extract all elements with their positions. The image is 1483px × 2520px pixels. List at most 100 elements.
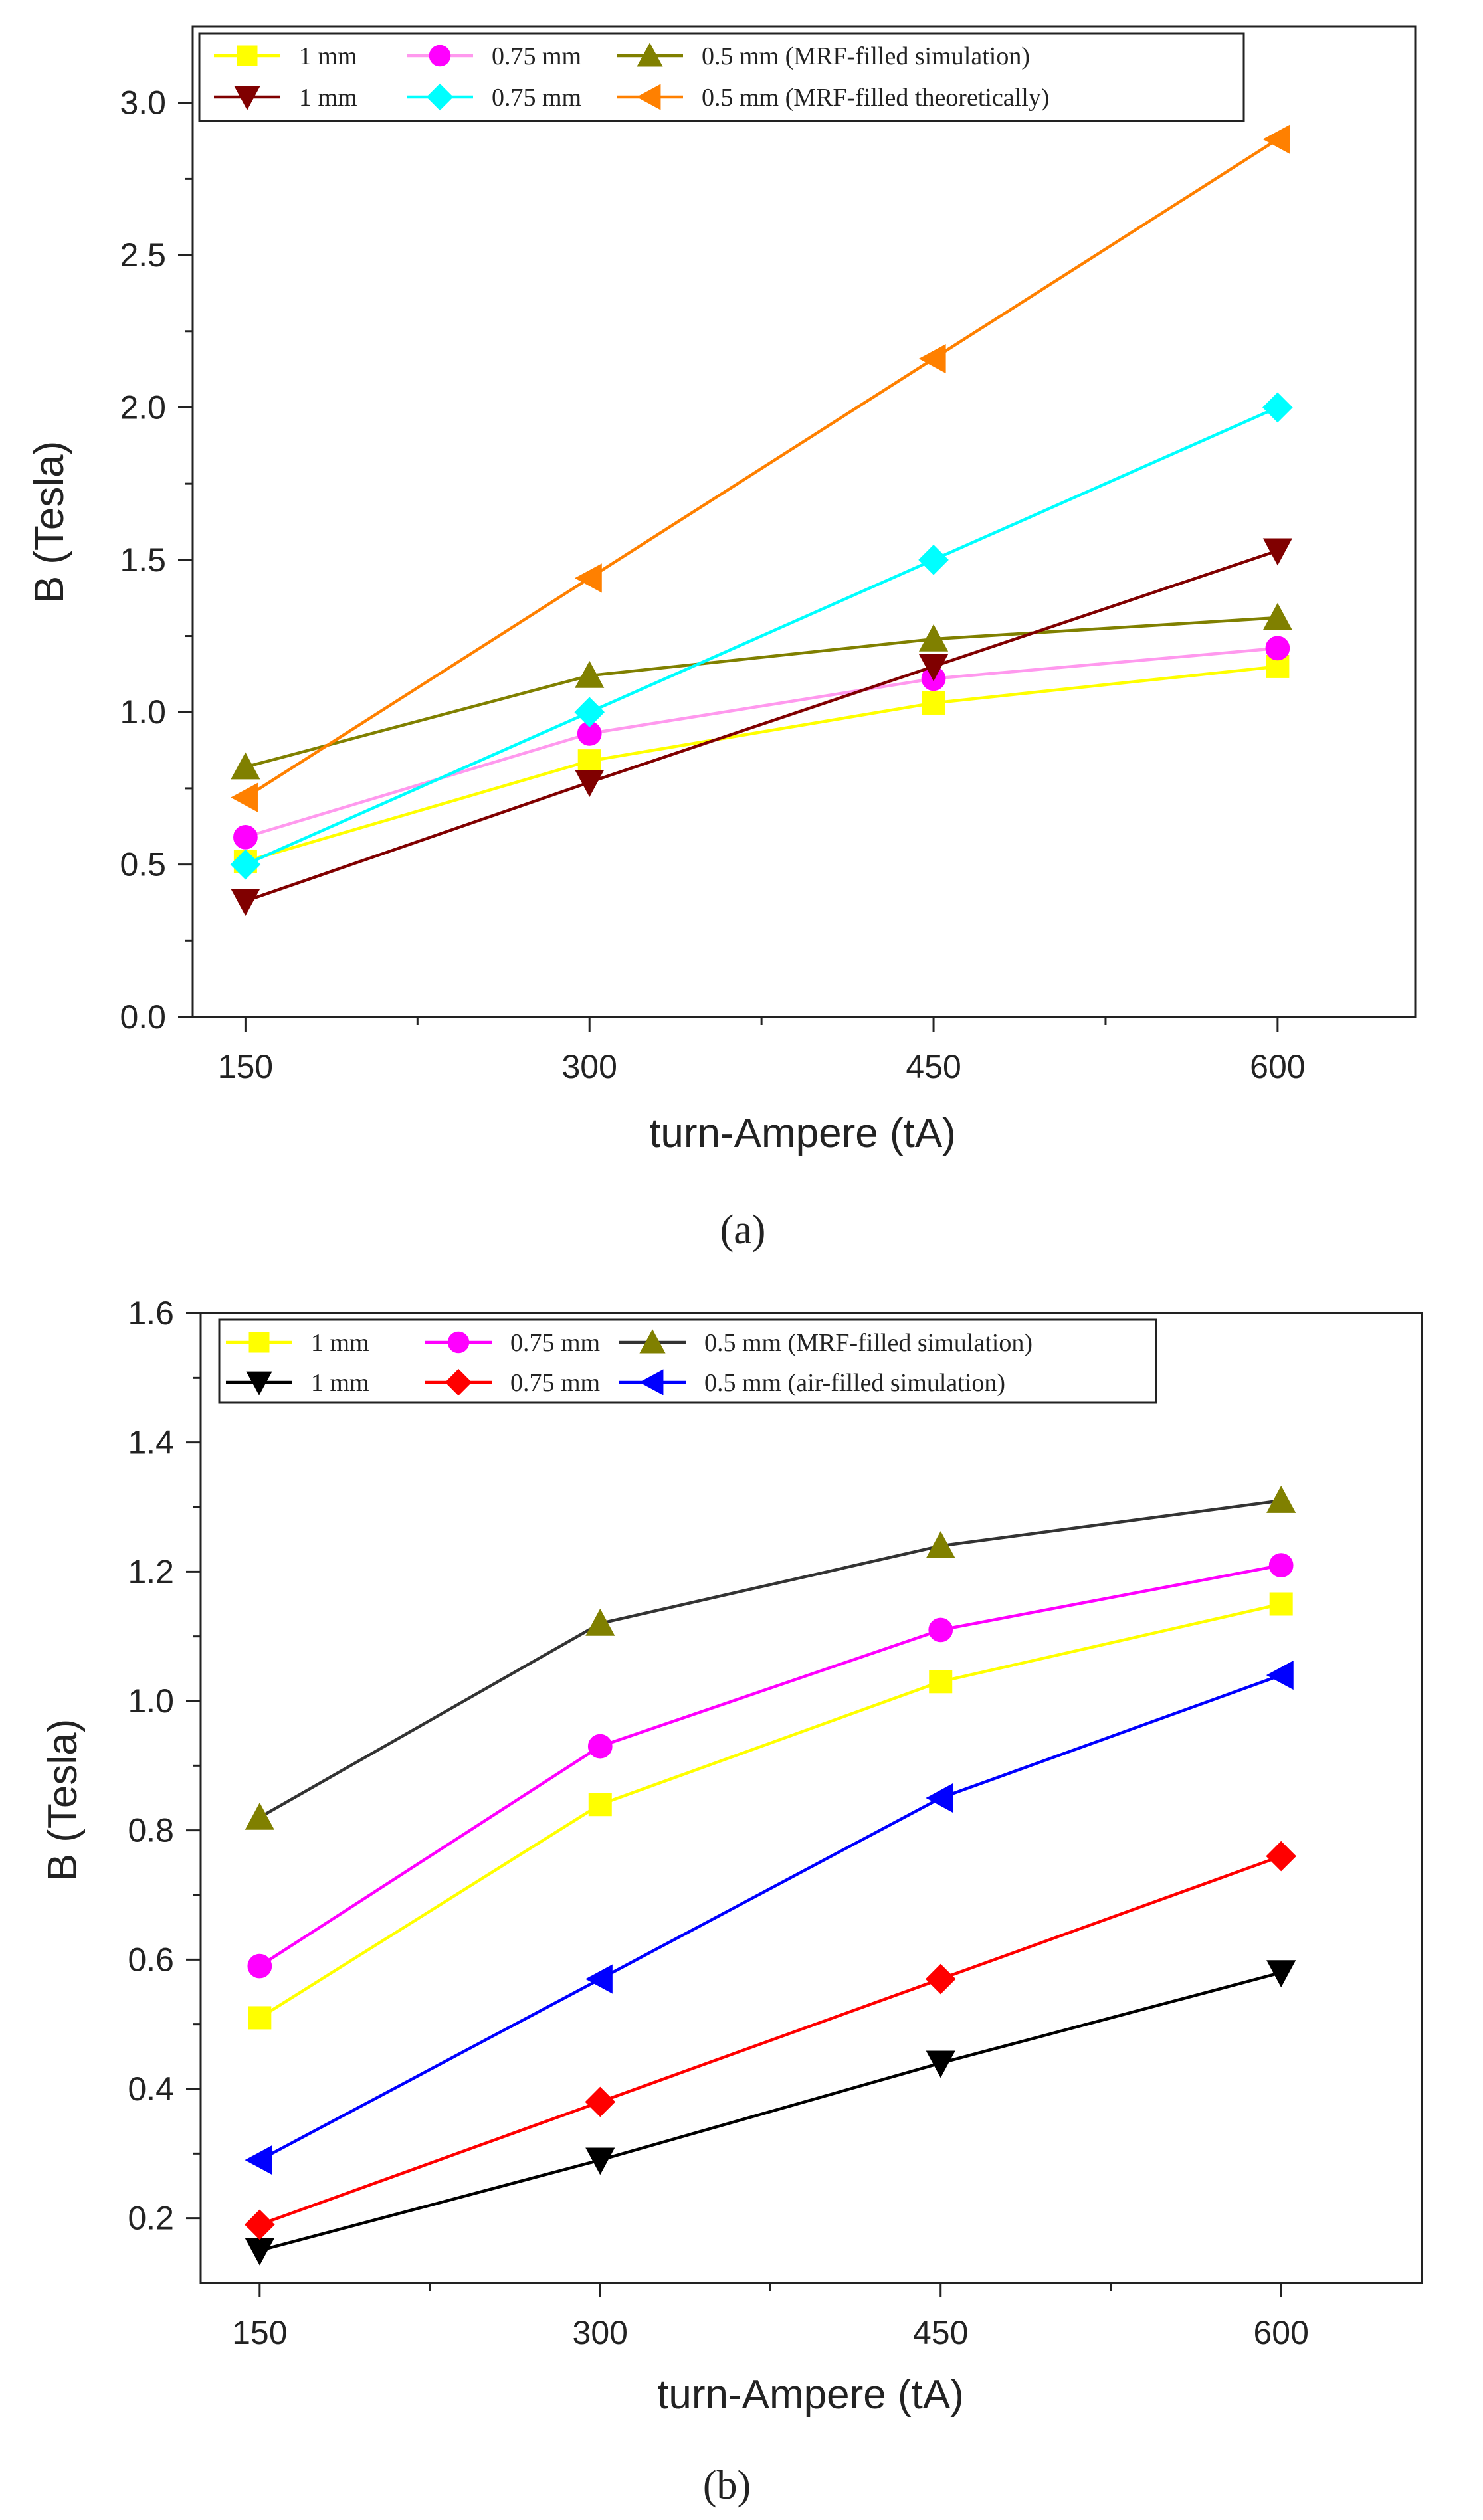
legend-item: 0.5 mm (MRF-filled theoretically) bbox=[617, 84, 1049, 112]
series-1 bbox=[247, 1553, 1294, 1979]
legend-label: 0.75 mm bbox=[510, 1369, 600, 1397]
data-point bbox=[585, 1964, 613, 1994]
data-point bbox=[1262, 392, 1293, 423]
y-tick-label: 1.4 bbox=[128, 1424, 174, 1461]
data-point bbox=[918, 343, 946, 374]
series-3 bbox=[231, 538, 1292, 916]
y-axis-title: B (Tesla) bbox=[27, 441, 72, 604]
data-point bbox=[1266, 1960, 1296, 1988]
legend: 1 mm 0.75 mm 0.5 mm (MRF-filled simulation… bbox=[198, 32, 1245, 122]
legend-item: 0.5 mm (MRF-filled simulation) bbox=[617, 43, 1030, 70]
legend-item: 0.75 mm bbox=[425, 1368, 600, 1397]
legend-label: 0.75 mm bbox=[492, 43, 581, 70]
series-line bbox=[245, 137, 1279, 799]
series-line bbox=[258, 1499, 1282, 1819]
legend-item: 0.75 mm bbox=[407, 43, 581, 70]
series-line bbox=[245, 549, 1278, 903]
series-4 bbox=[230, 392, 1293, 880]
data-point bbox=[918, 545, 949, 575]
y-tick-label: 0.5 bbox=[120, 846, 166, 883]
data-point bbox=[231, 782, 258, 812]
legend-swatch-marker bbox=[426, 83, 454, 111]
data-point bbox=[918, 624, 949, 652]
legend-box bbox=[218, 1318, 1157, 1404]
data-point bbox=[588, 1793, 612, 1817]
series-line bbox=[245, 665, 1278, 863]
data-point bbox=[575, 660, 605, 688]
data-point bbox=[1262, 538, 1292, 566]
data-point bbox=[245, 2145, 272, 2175]
data-point bbox=[928, 1617, 953, 1643]
panel-caption: (b) bbox=[703, 2463, 751, 2508]
legend-label: 0.5 mm (MRF-filled theoretically) bbox=[702, 84, 1049, 112]
panel-b-chart: 0.2 0.4 0.6 0.8 1.0 1.2 1.4 1.6 150 300 450 600 1 … bbox=[40, 1295, 1423, 2508]
legend-swatch-marker bbox=[637, 43, 663, 67]
series-0 bbox=[248, 1592, 1293, 2030]
series-2 bbox=[231, 602, 1292, 780]
legend-box bbox=[198, 32, 1245, 122]
legend-label: 1 mm bbox=[299, 43, 357, 70]
x-tick-label: 150 bbox=[232, 2314, 287, 2351]
legend-swatch-marker bbox=[237, 45, 258, 66]
data-point bbox=[245, 1802, 274, 1830]
data-point bbox=[922, 691, 945, 715]
data-point bbox=[230, 849, 261, 880]
legend-item: 1 mm bbox=[214, 43, 357, 70]
data-point bbox=[1268, 1553, 1294, 1577]
data-point bbox=[929, 1670, 953, 1694]
data-series bbox=[245, 1485, 1296, 2266]
data-point bbox=[926, 1783, 953, 1813]
legend-label: 1 mm bbox=[311, 1329, 369, 1357]
series-line bbox=[258, 1602, 1282, 2019]
series-0 bbox=[233, 654, 1290, 873]
y-tick-label: 1.6 bbox=[128, 1295, 174, 1332]
x-tick-label: 600 bbox=[1253, 2314, 1308, 2351]
data-point bbox=[926, 1531, 955, 1558]
legend-label: 0.75 mm bbox=[510, 1329, 600, 1357]
y-tick-label: 1.5 bbox=[120, 541, 166, 579]
data-point bbox=[585, 2147, 615, 2175]
series-4 bbox=[245, 1841, 1296, 2240]
data-point bbox=[1266, 1660, 1294, 1690]
legend-swatch-marker bbox=[246, 1371, 272, 1395]
data-point bbox=[231, 889, 260, 916]
panel-caption: (a) bbox=[720, 1208, 766, 1253]
x-tick-label: 450 bbox=[913, 2314, 968, 2351]
data-point bbox=[231, 752, 260, 780]
legend-label: 0.5 mm (MRF-filled simulation) bbox=[704, 1329, 1033, 1357]
legend-swatch-marker bbox=[639, 1369, 664, 1395]
y-tick-label: 2.0 bbox=[120, 389, 166, 426]
data-point bbox=[587, 1734, 613, 1759]
series-line bbox=[245, 616, 1278, 768]
y-tick-label: 3.0 bbox=[120, 84, 166, 122]
plot-area-frame bbox=[191, 25, 1417, 1018]
data-point bbox=[925, 1963, 956, 1995]
x-tick-label: 150 bbox=[218, 1048, 273, 1085]
legend-item: 0.5 mm (air-filled simulation) bbox=[619, 1369, 1005, 1397]
x-axis-title: turn-Ampere (tA) bbox=[649, 1111, 956, 1156]
legend-label: 1 mm bbox=[299, 84, 357, 112]
legend-label: 0.75 mm bbox=[492, 84, 581, 112]
legend-item: 0.75 mm bbox=[407, 83, 581, 112]
legend-item: 0.5 mm (MRF-filled simulation) bbox=[619, 1329, 1033, 1357]
x-tick-label: 300 bbox=[573, 2314, 628, 2351]
legend-swatch-marker bbox=[445, 1368, 472, 1396]
legend-swatch-marker bbox=[234, 86, 260, 110]
series-line bbox=[259, 1854, 1282, 2226]
y-axis: 0.0 0.5 1.0 1.5 2.0 2.5 3.0 bbox=[120, 84, 193, 1035]
data-point bbox=[245, 2209, 275, 2240]
data-point bbox=[574, 563, 602, 593]
legend-label: 0.5 mm (air-filled simulation) bbox=[704, 1369, 1005, 1397]
series-line bbox=[259, 1971, 1282, 2252]
x-tick-label: 450 bbox=[906, 1048, 961, 1085]
data-point bbox=[1265, 636, 1290, 661]
legend-item: 1 mm bbox=[226, 1369, 369, 1397]
y-tick-label: 1.0 bbox=[128, 1682, 174, 1720]
series-5 bbox=[245, 1660, 1294, 2175]
x-tick-label: 300 bbox=[562, 1048, 617, 1085]
x-tick-label: 600 bbox=[1250, 1048, 1305, 1085]
data-point bbox=[574, 697, 605, 728]
x-axis: 150 300 450 600 bbox=[218, 1017, 1306, 1085]
x-axis: 150 300 450 600 bbox=[232, 2283, 1309, 2351]
